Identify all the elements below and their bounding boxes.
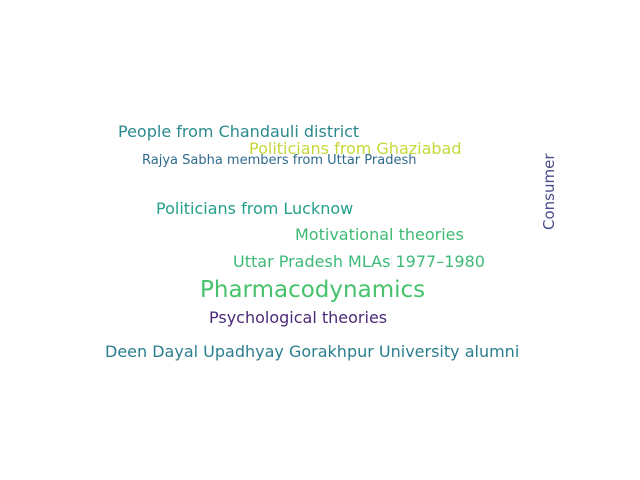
word-psychological-theories: Psychological theories	[209, 308, 388, 327]
word-politicians-from-lucknow: Politicians from Lucknow	[156, 199, 354, 218]
word-rajya-sabha-members-from-uttar-pradesh: Rajya Sabha members from Uttar Pradesh	[142, 153, 417, 168]
word-uttar-pradesh-mlas: Uttar Pradesh MLAs 1977–1980	[233, 252, 485, 271]
word-politicians-from-ghaziabad: Politicians from Ghaziabad	[249, 139, 462, 158]
word-gorakhpur-university-alumni: Deen Dayal Upadhyay Gorakhpur University…	[105, 342, 520, 361]
word-consumer: Consumer	[540, 153, 558, 231]
word-motivational-theories: Motivational theories	[295, 225, 464, 244]
word-pharmacodynamics: Pharmacodynamics	[200, 277, 426, 303]
word-people-from-chandauli-district: People from Chandauli district	[118, 122, 360, 141]
